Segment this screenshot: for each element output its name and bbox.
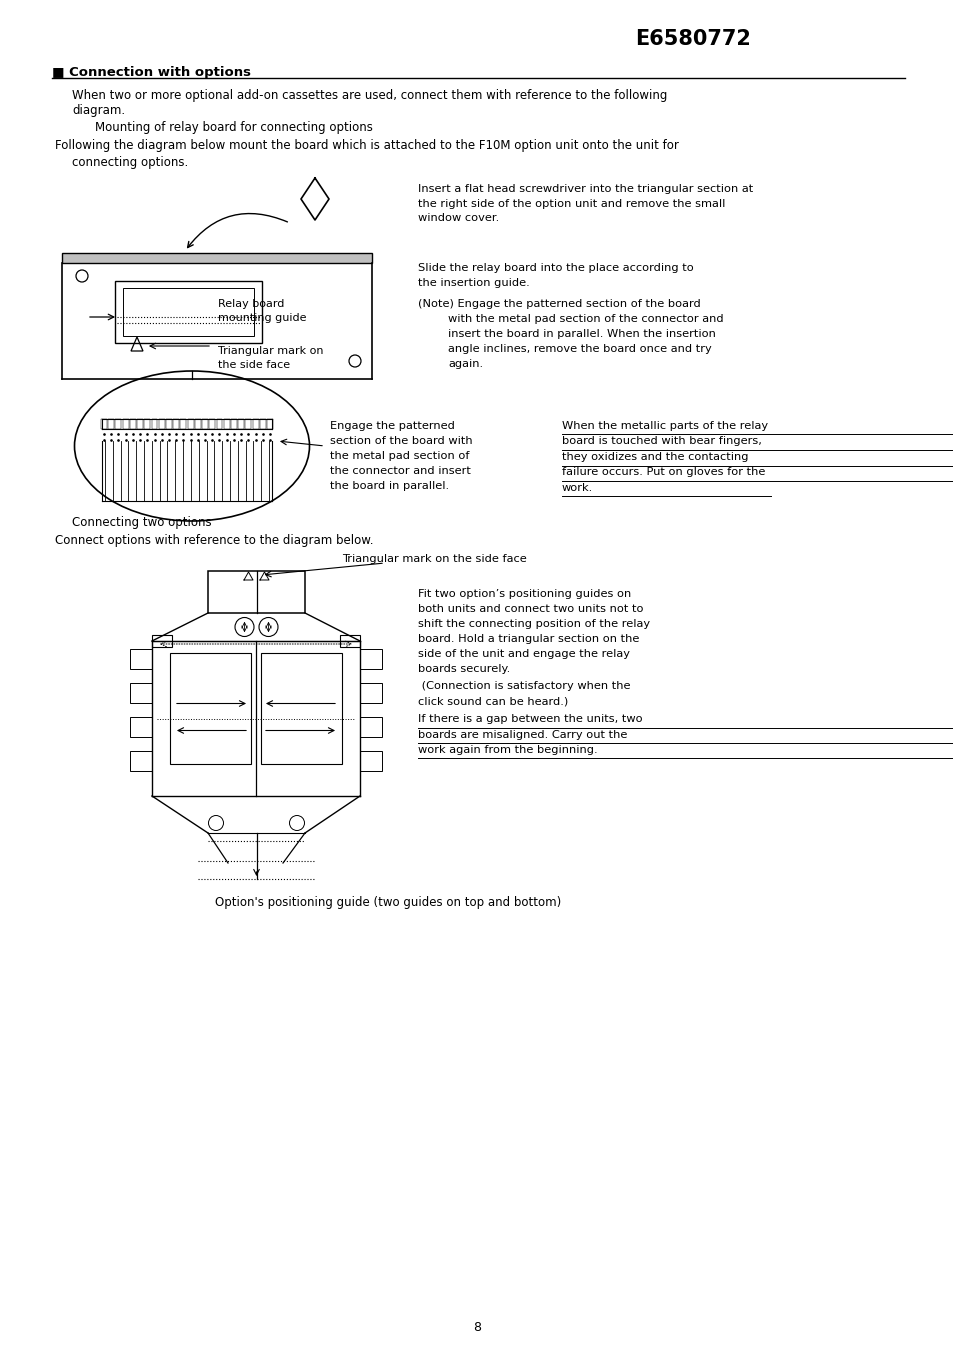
- Text: board. Hold a triangular section on the: board. Hold a triangular section on the: [417, 634, 639, 644]
- Text: connecting options.: connecting options.: [71, 155, 188, 169]
- FancyBboxPatch shape: [123, 288, 253, 336]
- FancyBboxPatch shape: [108, 419, 114, 430]
- Text: E6580772: E6580772: [635, 28, 750, 49]
- Text: Engage the patterned: Engage the patterned: [330, 422, 455, 431]
- Text: (Connection is satisfactory when the: (Connection is satisfactory when the: [417, 681, 630, 690]
- FancyBboxPatch shape: [144, 419, 150, 430]
- Text: section of the board with: section of the board with: [330, 436, 472, 446]
- FancyBboxPatch shape: [166, 419, 172, 430]
- Text: boards are misaligned. Carry out the: boards are misaligned. Carry out the: [417, 730, 627, 739]
- Text: Relay board: Relay board: [218, 299, 284, 309]
- FancyBboxPatch shape: [216, 419, 222, 430]
- FancyBboxPatch shape: [101, 419, 107, 430]
- Text: 8: 8: [473, 1321, 480, 1333]
- FancyBboxPatch shape: [137, 419, 143, 430]
- FancyBboxPatch shape: [130, 751, 152, 771]
- FancyBboxPatch shape: [173, 419, 179, 430]
- Text: Mounting of relay board for connecting options: Mounting of relay board for connecting o…: [95, 122, 373, 134]
- FancyBboxPatch shape: [130, 419, 135, 430]
- FancyBboxPatch shape: [152, 419, 157, 430]
- Text: window cover.: window cover.: [417, 213, 498, 223]
- FancyBboxPatch shape: [259, 419, 266, 430]
- Text: the connector and insert: the connector and insert: [330, 466, 471, 476]
- FancyBboxPatch shape: [62, 253, 372, 263]
- Text: Insert a flat head screwdriver into the triangular section at: Insert a flat head screwdriver into the …: [417, 184, 753, 195]
- Text: the right side of the option unit and remove the small: the right side of the option unit and re…: [417, 199, 724, 209]
- Text: Connect options with reference to the diagram below.: Connect options with reference to the di…: [55, 534, 374, 547]
- Text: Triangular mark on the side face: Triangular mark on the side face: [341, 554, 526, 563]
- Text: with the metal pad section of the connector and: with the metal pad section of the connec…: [448, 313, 723, 324]
- Text: Fit two option’s positioning guides on: Fit two option’s positioning guides on: [417, 589, 631, 598]
- Text: Option's positioning guide (two guides on top and bottom): Option's positioning guide (two guides o…: [214, 896, 560, 909]
- Text: work again from the beginning.: work again from the beginning.: [417, 744, 597, 755]
- Text: angle inclines, remove the board once and try: angle inclines, remove the board once an…: [448, 345, 711, 354]
- Text: diagram.: diagram.: [71, 104, 125, 118]
- FancyBboxPatch shape: [130, 648, 152, 669]
- FancyBboxPatch shape: [245, 419, 251, 430]
- FancyBboxPatch shape: [180, 419, 186, 430]
- Text: Triangular mark on: Triangular mark on: [218, 346, 323, 357]
- FancyBboxPatch shape: [130, 684, 152, 703]
- FancyBboxPatch shape: [123, 419, 129, 430]
- Text: click sound can be heard.): click sound can be heard.): [417, 696, 568, 707]
- Text: both units and connect two units not to: both units and connect two units not to: [417, 604, 643, 613]
- Text: Slide the relay board into the place according to: Slide the relay board into the place acc…: [417, 263, 693, 273]
- FancyBboxPatch shape: [224, 419, 230, 430]
- Text: Connecting two options: Connecting two options: [71, 516, 212, 530]
- FancyBboxPatch shape: [115, 281, 262, 343]
- FancyBboxPatch shape: [359, 751, 381, 771]
- Text: they oxidizes and the contacting: they oxidizes and the contacting: [561, 453, 748, 462]
- Text: When the metallic parts of the relay: When the metallic parts of the relay: [561, 422, 767, 431]
- Text: ■ Connection with options: ■ Connection with options: [52, 66, 251, 78]
- FancyBboxPatch shape: [267, 419, 273, 430]
- Text: shift the connecting position of the relay: shift the connecting position of the rel…: [417, 619, 649, 630]
- FancyBboxPatch shape: [115, 419, 121, 430]
- Text: If there is a gap between the units, two: If there is a gap between the units, two: [417, 713, 642, 724]
- Text: the insertion guide.: the insertion guide.: [417, 278, 529, 288]
- Text: board is touched with bear fingers,: board is touched with bear fingers,: [561, 436, 761, 446]
- FancyBboxPatch shape: [359, 648, 381, 669]
- FancyBboxPatch shape: [238, 419, 244, 430]
- FancyBboxPatch shape: [208, 571, 305, 613]
- FancyBboxPatch shape: [359, 684, 381, 703]
- Text: When two or more optional add-on cassettes are used, connect them with reference: When two or more optional add-on cassett…: [71, 89, 667, 101]
- FancyBboxPatch shape: [130, 717, 152, 738]
- Text: work.: work.: [561, 484, 593, 493]
- FancyBboxPatch shape: [188, 419, 193, 430]
- Text: Following the diagram below mount the board which is attached to the F10M option: Following the diagram below mount the bo…: [55, 139, 679, 153]
- Text: insert the board in parallel. When the insertion: insert the board in parallel. When the i…: [448, 330, 715, 339]
- Text: boards securely.: boards securely.: [417, 663, 510, 674]
- FancyBboxPatch shape: [209, 419, 215, 430]
- Text: side of the unit and engage the relay: side of the unit and engage the relay: [417, 648, 629, 659]
- Text: mounting guide: mounting guide: [218, 313, 306, 323]
- FancyBboxPatch shape: [359, 717, 381, 738]
- FancyBboxPatch shape: [339, 635, 359, 647]
- FancyBboxPatch shape: [202, 419, 208, 430]
- Text: the side face: the side face: [218, 359, 290, 370]
- FancyBboxPatch shape: [158, 419, 165, 430]
- Text: the metal pad section of: the metal pad section of: [330, 451, 469, 461]
- Text: the board in parallel.: the board in parallel.: [330, 481, 449, 490]
- Text: (Note) Engage the patterned section of the board: (Note) Engage the patterned section of t…: [417, 299, 700, 309]
- FancyBboxPatch shape: [194, 419, 200, 430]
- FancyBboxPatch shape: [231, 419, 236, 430]
- Text: failure occurs. Put on gloves for the: failure occurs. Put on gloves for the: [561, 467, 764, 477]
- FancyBboxPatch shape: [152, 635, 172, 647]
- FancyBboxPatch shape: [253, 419, 258, 430]
- Text: again.: again.: [448, 359, 482, 369]
